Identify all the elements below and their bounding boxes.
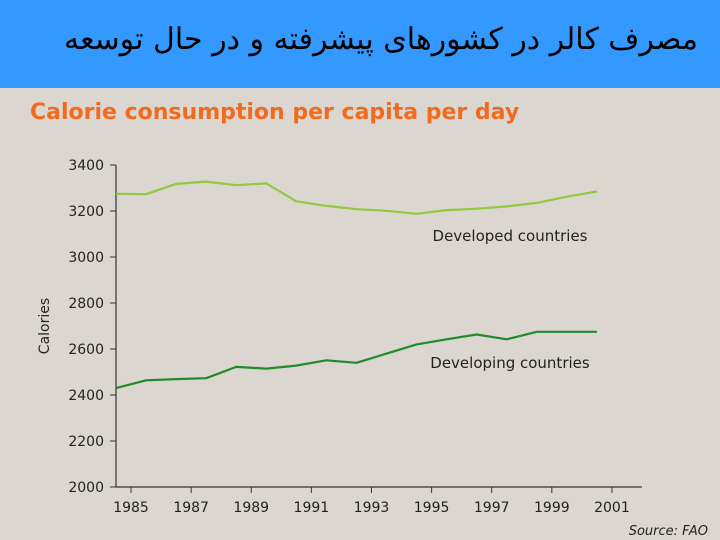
x-tick-label: 1995: [414, 500, 450, 516]
y-tick-label: 3000: [68, 250, 104, 266]
x-tick-label: 2001: [594, 500, 630, 516]
y-tick-label: 2600: [68, 342, 104, 358]
x-tick-label: 1997: [474, 500, 510, 516]
y-tick-label: 3400: [68, 158, 104, 174]
y-tick-label: 3200: [68, 204, 104, 220]
y-tick-label: 2400: [68, 388, 104, 404]
chart-series: [115, 180, 598, 390]
x-tick-label: 1987: [173, 500, 209, 516]
y-tick-label: 2000: [68, 480, 104, 496]
series-label-developed: Developed countries: [433, 227, 588, 245]
chart-labels: 2000 2200 2400 2600 2800 3000 3200 3400 1985 1987…: [37, 158, 630, 516]
series-line-developing: [115, 330, 597, 390]
x-tick-label: 1985: [113, 500, 149, 516]
series-label-developing: Developing countries: [430, 354, 590, 372]
x-tick-label: 1993: [354, 500, 390, 516]
title-banner: مصرف کالر در کشورهای پیشرفته و در حال تو…: [0, 0, 720, 88]
x-tick-label: 1999: [534, 500, 570, 516]
y-axis-label: Calories: [37, 298, 53, 354]
banner-title: مصرف کالر در کشورهای پیشرفته و در حال تو…: [63, 22, 698, 57]
y-tick-label: 2800: [68, 296, 104, 312]
source-note: Source: FAO: [628, 524, 708, 539]
x-tick-label: 1991: [294, 500, 330, 516]
x-tick-label: 1989: [233, 500, 269, 516]
chart-axes: [110, 164, 642, 493]
chart-title: Calorie consumption per capita per day: [30, 100, 520, 125]
series-line-developed: [115, 180, 598, 215]
y-tick-label: 2200: [68, 434, 104, 450]
